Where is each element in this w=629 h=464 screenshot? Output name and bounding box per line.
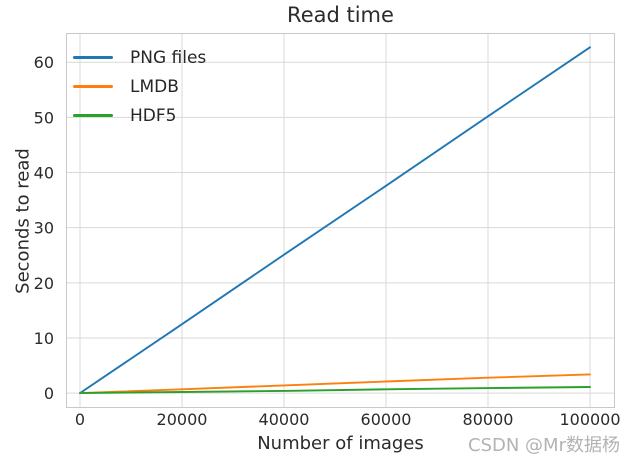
legend-item-lmdb: LMDB — [73, 72, 206, 101]
y-tick-label: 0 — [44, 384, 54, 403]
legend-line-swatch-hdf5 — [73, 114, 113, 117]
chart-title: Read time — [287, 3, 394, 27]
legend-line-swatch-lmdb — [73, 85, 113, 88]
x-tick-label: 100000 — [559, 410, 620, 429]
x-axis-label: Number of images — [257, 433, 424, 454]
series-line-lmdb — [79, 373, 591, 395]
y-tick-label: 40 — [34, 164, 54, 183]
y-tick-label: 10 — [34, 329, 54, 348]
series-line-hdf5 — [79, 386, 591, 395]
x-tick-label: 0 — [75, 410, 85, 429]
legend-line-swatch-png-files — [73, 56, 113, 59]
y-tick-label: 20 — [34, 274, 54, 293]
legend-label-hdf5: HDF5 — [130, 105, 177, 126]
watermark: CSDN @Mr数据杨 — [468, 435, 620, 456]
legend: PNG files LMDB HDF5 — [73, 43, 206, 130]
x-tick-label: 40000 — [259, 410, 310, 429]
x-tick-label: 20000 — [157, 410, 208, 429]
plot-border — [66, 33, 615, 408]
legend-label-lmdb: LMDB — [130, 76, 179, 97]
legend-label-png-files: PNG files — [130, 47, 207, 68]
x-tick-label: 80000 — [463, 410, 514, 429]
series-line-png-files — [79, 46, 591, 395]
x-tick-label: 60000 — [361, 410, 412, 429]
legend-item-png-files: PNG files — [73, 43, 206, 72]
y-tick-label: 30 — [34, 219, 54, 238]
y-tick-label: 50 — [34, 108, 54, 127]
legend-item-hdf5: HDF5 — [73, 101, 206, 130]
y-tick-label: 60 — [34, 53, 54, 72]
